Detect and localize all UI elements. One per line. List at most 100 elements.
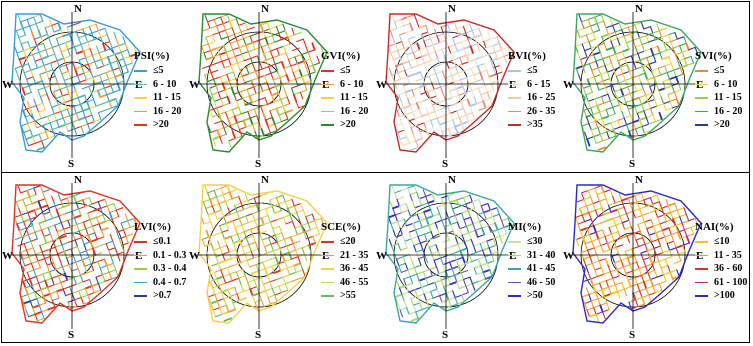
street-segment	[438, 39, 447, 44]
street-segment	[260, 128, 265, 137]
street-segment	[269, 197, 277, 201]
street-segment	[391, 185, 396, 194]
street-segment	[415, 78, 424, 82]
street-segment	[587, 16, 596, 21]
street-segment	[394, 192, 398, 200]
street-segment	[221, 82, 226, 91]
street-segment	[91, 285, 95, 294]
street-segment	[44, 258, 48, 266]
street-segment	[296, 38, 304, 43]
street-segment	[111, 45, 120, 49]
street-segment	[87, 61, 96, 65]
street-segment	[590, 105, 598, 109]
street-segment	[100, 205, 108, 209]
street-segment	[620, 197, 630, 202]
street-segment	[645, 287, 650, 296]
street-segment	[640, 81, 644, 90]
street-segment	[638, 97, 643, 105]
street-segment	[73, 277, 77, 285]
street-segment	[455, 63, 463, 68]
street-segment	[464, 89, 473, 94]
street-segment	[440, 195, 449, 199]
street-segment	[576, 30, 581, 38]
street-segment	[596, 20, 605, 25]
street-segment	[602, 58, 606, 67]
street-segment	[253, 279, 258, 288]
street-segment	[283, 45, 287, 54]
street-segment	[278, 283, 286, 287]
street-segment	[452, 116, 460, 121]
street-segment	[89, 240, 94, 250]
street-segment	[67, 48, 71, 57]
street-segment	[456, 48, 465, 52]
street-segment	[634, 106, 638, 114]
street-segment	[263, 303, 272, 307]
street-segment	[23, 50, 27, 58]
street-segment	[208, 87, 213, 96]
street-segment	[627, 279, 632, 288]
street-segment	[582, 87, 587, 96]
street-segment	[33, 98, 37, 107]
street-segment	[416, 20, 420, 29]
street-segment	[406, 73, 415, 78]
street-segment	[49, 60, 58, 64]
street-segment	[287, 36, 291, 45]
street-segment	[636, 283, 641, 292]
street-segment	[400, 269, 409, 273]
street-segment	[121, 73, 125, 82]
street-segment	[615, 222, 623, 226]
street-segment	[594, 14, 602, 18]
street-segment	[400, 18, 405, 27]
street-segment	[254, 219, 258, 228]
street-segment	[589, 256, 593, 264]
compass-south-label: S	[629, 329, 636, 341]
street-segment	[62, 286, 71, 290]
street-segment	[294, 54, 303, 58]
street-segment	[652, 223, 661, 227]
street-segment	[84, 114, 93, 119]
street-segment	[482, 209, 492, 214]
street-segment	[453, 274, 458, 283]
street-segment	[613, 240, 617, 248]
street-segment	[59, 86, 68, 90]
street-segment	[269, 221, 274, 230]
street-segment	[76, 72, 85, 77]
map-panel-mi: N S W E MI(%) ≤30 31 - 40 41 - 45 46 - 50 >50	[376, 173, 563, 342]
street-segment	[626, 257, 631, 266]
street-segment	[641, 43, 645, 52]
street-segment	[276, 45, 285, 50]
street-segment	[88, 23, 97, 28]
street-segment	[608, 224, 617, 229]
street-segment	[104, 278, 113, 282]
street-segment	[614, 281, 623, 286]
street-segment	[222, 194, 227, 202]
street-segment	[244, 79, 252, 84]
street-segment	[459, 79, 464, 87]
street-segment	[423, 211, 427, 220]
street-segment	[283, 214, 291, 218]
street-segment	[645, 92, 653, 96]
street-segment	[109, 209, 117, 214]
street-segment	[470, 43, 478, 47]
street-segment	[606, 71, 611, 80]
street-segment	[633, 255, 638, 263]
street-segment	[106, 202, 115, 207]
street-segment	[216, 47, 221, 56]
legend-swatch	[695, 268, 708, 270]
street-segment	[88, 85, 92, 94]
street-segment	[238, 217, 243, 226]
street-segment	[490, 251, 499, 255]
street-segment	[208, 65, 212, 74]
street-segment	[449, 281, 458, 286]
street-segment	[441, 219, 445, 228]
street-segment	[79, 274, 84, 283]
street-segment	[667, 31, 676, 36]
street-segment	[20, 41, 29, 45]
street-segment	[577, 223, 581, 232]
street-segment	[390, 52, 394, 61]
street-segment	[14, 214, 22, 218]
street-segment	[453, 250, 461, 254]
street-segment	[202, 27, 211, 32]
street-segment	[238, 128, 243, 137]
street-segment	[232, 299, 240, 304]
